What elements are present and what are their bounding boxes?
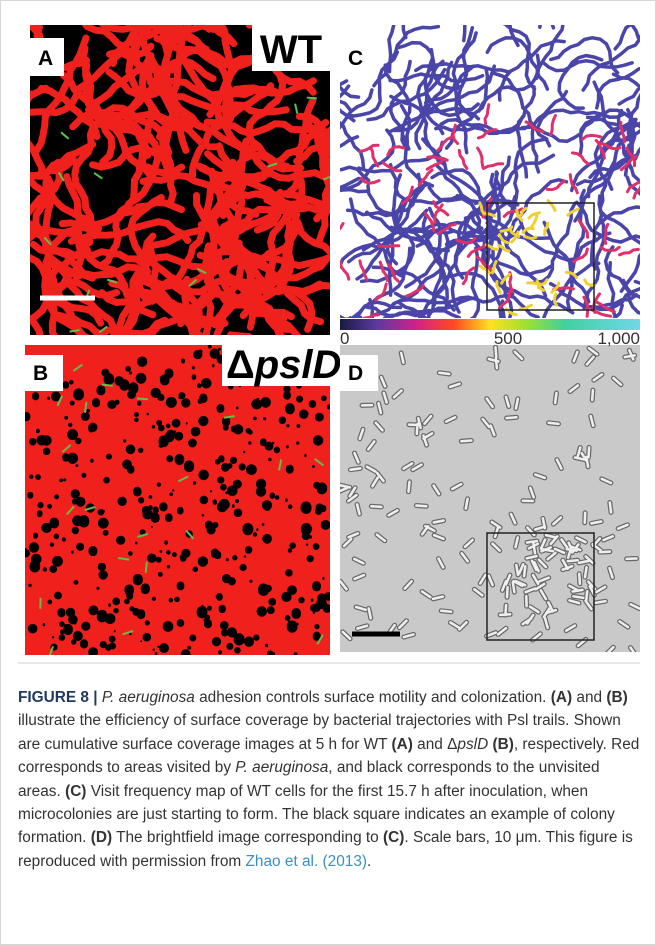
- panel-title: WT: [260, 28, 322, 72]
- caption-text: The brightfield image corresponding to: [112, 829, 383, 846]
- colorbar: [340, 319, 640, 330]
- panel-ref: (C): [383, 829, 404, 846]
- panel-ref: (B): [606, 689, 627, 706]
- caption-text: .: [367, 853, 371, 870]
- caption-text: and: [572, 689, 606, 706]
- figure-number: FIGURE 8 |: [18, 689, 102, 706]
- panel-ref: (C): [65, 783, 86, 800]
- panel-label: D: [348, 362, 363, 385]
- page: 0 500 1,000 A WT C B ΔpslD D FIGURE 8 | …: [0, 0, 656, 945]
- panel-label: B: [33, 362, 48, 385]
- title-italic: pslD: [254, 343, 342, 387]
- panel-label: C: [348, 47, 363, 70]
- figure: 0 500 1,000 A WT C B ΔpslD D: [0, 0, 656, 680]
- caption: FIGURE 8 | P. aeruginosa adhesion contro…: [18, 686, 640, 873]
- panel-ref: (A): [392, 736, 413, 753]
- panel-ref: (A): [551, 689, 572, 706]
- caption-text: P. aeruginosa: [235, 759, 328, 776]
- colorbar-tick-label: 500: [494, 329, 522, 348]
- citation-link[interactable]: Zhao et al. (2013): [246, 853, 368, 870]
- caption-text: and Δ: [413, 736, 458, 753]
- caption-text: P. aeruginosa: [102, 689, 195, 706]
- colorbar-tick-label: 1,000: [597, 329, 640, 348]
- panel-ref: (D): [91, 829, 112, 846]
- caption-text: pslD: [457, 736, 488, 753]
- panel-label: A: [38, 47, 53, 70]
- panel-ref: (B): [493, 736, 514, 753]
- title-prefix: Δ: [226, 343, 255, 387]
- panel-title: ΔpslD: [226, 343, 341, 387]
- caption-text: adhesion controls surface motility and c…: [195, 689, 551, 706]
